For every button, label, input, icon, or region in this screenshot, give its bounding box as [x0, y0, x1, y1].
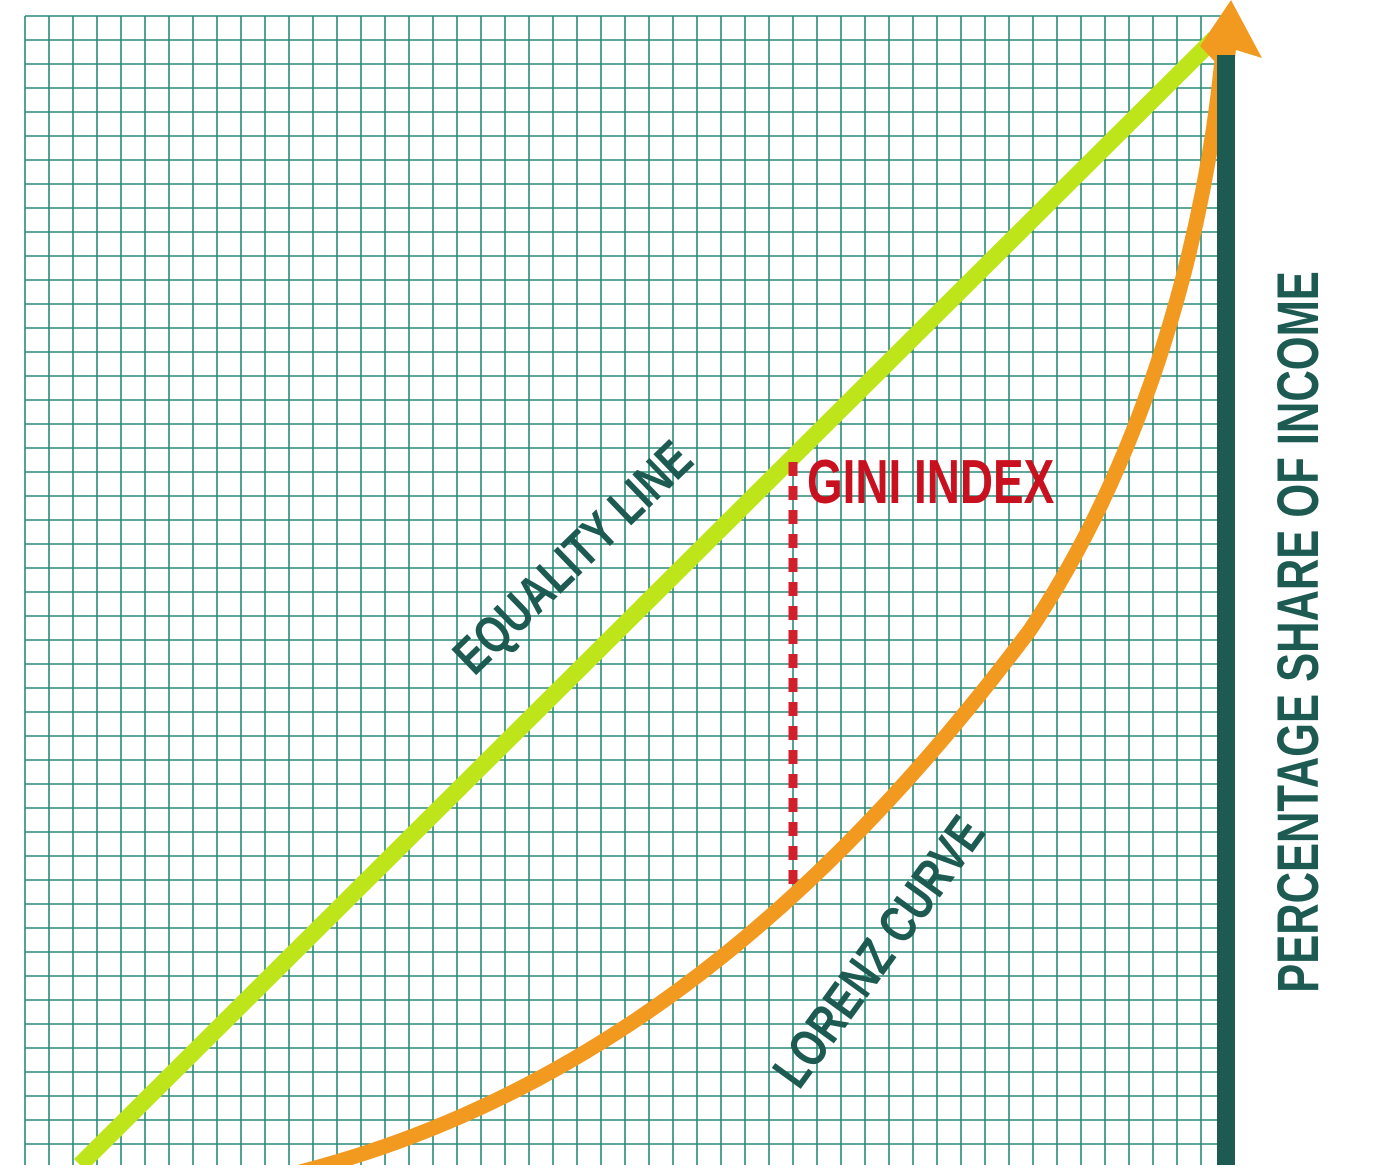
gini-index-label: GINI INDEX	[807, 447, 1054, 516]
y-axis-label: PERCENTAGE SHARE OF INCOME	[1266, 271, 1330, 993]
graph-paper-grid	[24, 15, 1222, 1165]
y-axis	[1217, 55, 1235, 1165]
lorenz-curve	[298, 59, 1230, 1170]
equality-line	[74, 31, 1221, 1170]
lorenz-curve-arrowhead-icon	[1200, 0, 1262, 80]
